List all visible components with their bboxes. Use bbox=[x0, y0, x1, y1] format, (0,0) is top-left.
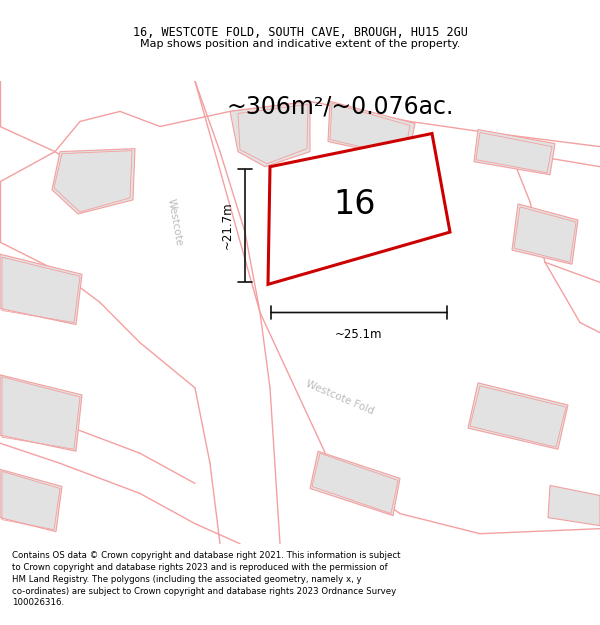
Text: ~306m²/~0.076ac.: ~306m²/~0.076ac. bbox=[226, 94, 454, 118]
Text: ~25.1m: ~25.1m bbox=[335, 328, 383, 341]
Text: 16: 16 bbox=[334, 188, 376, 221]
Polygon shape bbox=[52, 149, 135, 214]
Polygon shape bbox=[468, 383, 568, 449]
Text: ~21.7m: ~21.7m bbox=[221, 202, 233, 249]
Polygon shape bbox=[328, 101, 415, 159]
Text: Westcote: Westcote bbox=[166, 198, 184, 247]
Polygon shape bbox=[474, 129, 555, 175]
Text: Contains OS data © Crown copyright and database right 2021. This information is : Contains OS data © Crown copyright and d… bbox=[12, 551, 401, 608]
Text: Map shows position and indicative extent of the property.: Map shows position and indicative extent… bbox=[140, 39, 460, 49]
Polygon shape bbox=[268, 134, 450, 284]
Text: 16, WESTCOTE FOLD, SOUTH CAVE, BROUGH, HU15 2GU: 16, WESTCOTE FOLD, SOUTH CAVE, BROUGH, H… bbox=[133, 26, 467, 39]
Polygon shape bbox=[0, 254, 82, 324]
Polygon shape bbox=[0, 375, 82, 451]
Polygon shape bbox=[512, 204, 578, 264]
Text: Westcote Fold: Westcote Fold bbox=[304, 379, 376, 417]
Polygon shape bbox=[310, 451, 400, 516]
Polygon shape bbox=[0, 469, 62, 532]
Polygon shape bbox=[548, 486, 600, 526]
Polygon shape bbox=[230, 101, 310, 167]
